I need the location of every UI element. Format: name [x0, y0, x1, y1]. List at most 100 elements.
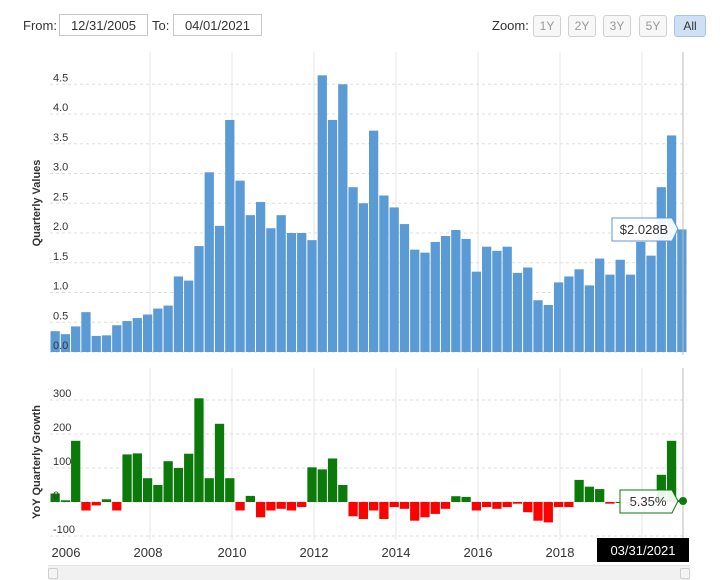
yoy-growth-bar: [235, 502, 245, 511]
zoom-all-button[interactable]: All: [674, 15, 706, 37]
yoy-growth-bar: [523, 502, 533, 513]
quarterly-value-bar: [461, 238, 471, 352]
quarterly-values-bars: [50, 75, 687, 353]
scrollbar-right-handle[interactable]: [680, 568, 690, 579]
quarterly-value-bar: [574, 269, 584, 352]
yoy-growth-bar: [122, 454, 132, 502]
yoy-growth-bar: [379, 502, 389, 519]
quarterly-value-bar: [122, 321, 132, 352]
yoy-growth-bar: [266, 502, 276, 511]
quarterly-value-bar: [91, 335, 101, 353]
quarterly-value-bar: [50, 331, 60, 352]
quarterly-value-bar: [420, 252, 430, 352]
yoy-growth-bar: [461, 496, 471, 502]
quarterly-value-bar: [194, 246, 204, 352]
bottom-tooltip-marker: [679, 497, 687, 505]
x-axis-year-label: 2016: [464, 545, 493, 560]
quarterly-value-bar: [379, 195, 389, 352]
yoy-growth-bar: [451, 496, 461, 502]
quarterly-value-bar: [410, 249, 420, 352]
quarterly-value-bar: [184, 280, 194, 352]
zoom-2y-button[interactable]: 2Y: [568, 15, 596, 37]
quarterly-value-bar: [327, 119, 338, 352]
yoy-growth-bar: [101, 499, 112, 502]
yoy-growth-bar: [369, 502, 379, 511]
x-axis-year-label: 2012: [300, 545, 329, 560]
yoy-growth-bar: [173, 468, 184, 502]
quarterly-value-bar: [297, 233, 307, 352]
quarterly-value-bar: [533, 300, 543, 353]
yoy-growth-bar: [204, 478, 214, 502]
yoy-growth-bar: [430, 502, 440, 514]
quarterly-value-bar: [266, 228, 276, 352]
quarterly-value-bar: [451, 230, 461, 352]
x-axis-year-label: 2008: [134, 545, 163, 560]
top-y-tick-label: 0.0: [53, 340, 68, 352]
quarterly-value-bar: [153, 308, 163, 352]
yoy-growth-bar: [389, 502, 399, 508]
quarterly-value-bar: [656, 187, 666, 352]
quarterly-value-bar: [142, 314, 153, 352]
yoy-growth-bar: [595, 489, 605, 502]
scrollbar-left-handle[interactable]: [48, 568, 58, 579]
yoy-growth-bar: [482, 502, 492, 508]
quarterly-value-bar: [81, 312, 91, 352]
quarterly-value-bar: [625, 274, 636, 352]
top-y-tick-label: 4.5: [53, 72, 68, 84]
yoy-growth-bar: [50, 493, 60, 502]
quarterly-value-bar: [214, 225, 225, 352]
yoy-growth-bar: [132, 453, 142, 502]
yoy-growth-bar: [471, 502, 482, 511]
quarterly-value-bar: [338, 84, 348, 352]
quarterly-value-bar: [605, 274, 615, 352]
yoy-growth-bar: [142, 478, 153, 502]
top-y-axis-label: Quarterly Values: [31, 160, 43, 247]
yoy-growth-bar: [492, 502, 502, 509]
quarterly-value-bar: [677, 229, 687, 352]
quarterly-value-bar: [482, 246, 492, 352]
quarterly-value-bar: [492, 250, 502, 352]
zoom-3y-button[interactable]: 3Y: [603, 15, 631, 37]
quarterly-value-bar: [101, 335, 112, 352]
yoy-growth-bar: [81, 502, 91, 511]
quarterly-value-bar: [317, 75, 327, 352]
yoy-growth-bar: [543, 502, 553, 523]
bottom-y-tick-label: 100: [53, 456, 71, 468]
yoy-growth-bar: [245, 495, 255, 502]
yoy-growth-bar: [574, 479, 584, 502]
quarterly-value-bar: [71, 326, 81, 353]
top-y-tick-label: 4.0: [53, 102, 68, 114]
yoy-growth-bar: [276, 502, 286, 509]
date-label-text: 03/31/2021: [610, 543, 675, 558]
quarterly-value-bar: [543, 305, 553, 353]
yoy-growth-bar: [71, 440, 81, 502]
top-y-tick-label: 2.5: [53, 191, 68, 203]
quarterly-value-bar: [60, 334, 71, 352]
navigator-scrollbar[interactable]: [48, 565, 690, 580]
yoy-growth-bar: [327, 458, 338, 502]
yoy-growth-bar: [410, 502, 420, 521]
quarterly-value-bar: [286, 233, 297, 352]
top-y-tick-label: 1.0: [53, 281, 68, 293]
bottom-chart-grid: [50, 368, 687, 540]
quarterly-value-bar: [173, 276, 184, 352]
quarterly-value-bar: [502, 246, 512, 352]
yoy-growth-bar: [605, 502, 615, 504]
to-date-input[interactable]: [173, 14, 262, 36]
quarterly-value-bar: [666, 135, 677, 352]
quarterly-value-bar: [523, 267, 533, 352]
zoom-5y-button[interactable]: 5Y: [639, 15, 667, 37]
zoom-1y-button[interactable]: 1Y: [533, 15, 561, 37]
from-date-input[interactable]: [59, 14, 148, 36]
quarterly-value-bar: [348, 187, 358, 352]
quarterly-value-bar: [369, 130, 379, 352]
yoy-growth-bar: [297, 502, 307, 508]
top-y-tick-label: 0.5: [53, 310, 68, 322]
bottom-y-tick-label: -100: [53, 524, 75, 536]
quarterly-value-bar: [471, 271, 482, 353]
yoy-growth-bar: [553, 502, 564, 508]
yoy-growth-bar: [348, 502, 358, 517]
x-axis-year-label: 2014: [382, 545, 411, 560]
quarterly-value-bar: [112, 325, 122, 353]
